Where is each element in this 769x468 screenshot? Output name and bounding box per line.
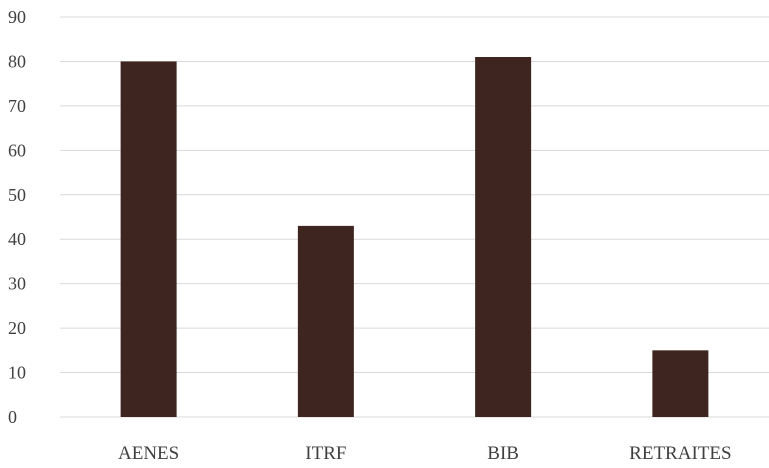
- y-tick-label: 70: [8, 96, 26, 116]
- x-tick-label: RETRAITES: [629, 443, 731, 464]
- y-tick-label: 90: [8, 7, 26, 27]
- y-tick-label: 40: [8, 229, 26, 249]
- y-tick-label: 10: [8, 363, 26, 383]
- x-tick-label: BIB: [487, 443, 519, 464]
- y-tick-label: 30: [8, 274, 26, 294]
- y-tick-label: 0: [8, 407, 17, 427]
- gridlines: [60, 16, 769, 418]
- bar-retraites: [652, 350, 709, 417]
- bar-bib: [475, 57, 532, 417]
- bar-itrf: [297, 225, 354, 417]
- x-tick-label: ITRF: [305, 443, 346, 464]
- y-tick-label: 80: [8, 51, 26, 71]
- bar-aenes: [120, 61, 177, 417]
- bars: [120, 57, 709, 417]
- x-axis-labels: AENES ITRF BIB RETRAITES: [118, 443, 732, 464]
- y-tick-label: 60: [8, 140, 26, 160]
- y-axis-ticks: 0 10 20 30 40 50 60 70 80 90: [8, 7, 26, 427]
- y-tick-label: 20: [8, 318, 26, 338]
- x-tick-label: AENES: [118, 443, 179, 464]
- y-tick-label: 50: [8, 185, 26, 205]
